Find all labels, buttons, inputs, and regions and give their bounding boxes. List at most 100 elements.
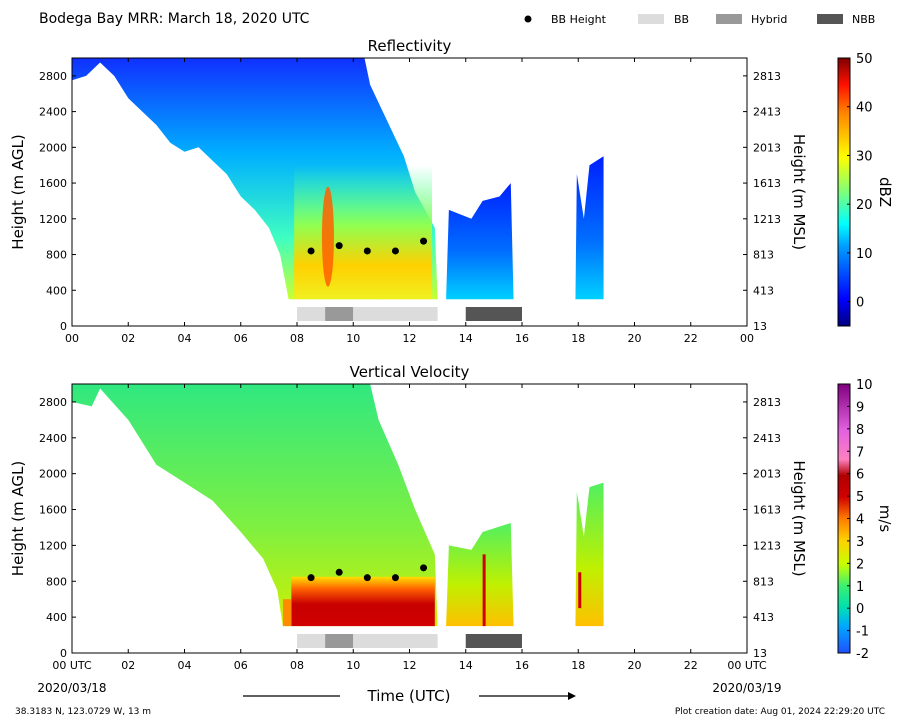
bb-height-point-refl — [420, 237, 428, 245]
x-tick-label-refl: 04 — [178, 332, 192, 345]
x-tick-label-refl: 00 — [740, 332, 754, 345]
bb-type-segment-bb-refl — [297, 307, 326, 321]
colorbar-tick-label-vv: 9 — [856, 400, 864, 415]
bb-type-segment-hybrid-vv — [325, 634, 354, 648]
y2-tick-label-vv: 13 — [753, 647, 767, 660]
colorbar-tick-label-vv: -2 — [856, 647, 869, 662]
bb-type-segment-bb-vv — [297, 634, 326, 648]
echo-core-vv — [291, 576, 435, 627]
legend-label-nbb: NBB — [852, 13, 875, 26]
y-tick-label-vv: 400 — [46, 611, 67, 624]
colorbar-tick-label-vv: -1 — [856, 625, 869, 640]
x-tick-label-vv: 20 — [628, 659, 642, 672]
y-tick-label-refl: 400 — [46, 284, 67, 297]
x-tick-label-refl: 10 — [346, 332, 360, 345]
colorbar-label-vv: m/s — [876, 505, 894, 533]
echo-cell-a-vv — [446, 522, 514, 627]
bb-height-point-vv — [420, 564, 428, 572]
creation-date-text: Plot creation date: Aug 01, 2024 22:29:2… — [675, 707, 885, 717]
legend-swatch-bb — [638, 14, 664, 24]
colorbar-tick-label-vv: 3 — [856, 535, 864, 550]
colorbar-tick-label-vv: 5 — [856, 490, 864, 505]
y-tick-label-refl: 1600 — [39, 177, 67, 190]
y-tick-label-vv: 2000 — [39, 468, 67, 481]
y2-tick-label-vv: 2013 — [753, 468, 781, 481]
bb-type-segment-bb-refl — [353, 307, 438, 321]
legend-swatch-hybrid — [716, 14, 742, 24]
y-tick-label-refl: 2800 — [39, 70, 67, 83]
x-tick-label-vv: 16 — [515, 659, 529, 672]
colorbar-tick-label-refl: 0 — [856, 296, 864, 311]
y2-tick-label-vv: 2413 — [753, 432, 781, 445]
top-legend: BB Height BB Hybrid NBB — [524, 13, 875, 26]
legend-label-hybrid: Hybrid — [751, 13, 787, 26]
colorbar-tick-label-refl: 20 — [856, 198, 873, 213]
colorbar-tick-label-vv: 0 — [856, 602, 864, 617]
y2-axis-label-refl: Height (m MSL) — [790, 134, 808, 250]
y2-tick-label-vv: 413 — [753, 611, 774, 624]
x-tick-label-vv: 18 — [571, 659, 585, 672]
panel-title-vv: Vertical Velocity — [350, 363, 470, 381]
echo-cell-b-streak-vv — [578, 572, 582, 609]
colorbar-tick-label-refl: 50 — [856, 52, 873, 67]
echo-field-vv — [72, 384, 604, 627]
echo-cell-a-streak-vv — [482, 554, 486, 627]
bb-height-point-refl — [307, 247, 315, 255]
legend-label-bb: BB — [674, 13, 689, 26]
bb-height-point-vv — [391, 574, 399, 582]
echo-core-left-vv — [282, 599, 292, 627]
time-arrow-head — [568, 692, 576, 700]
x-tick-label-vv: 04 — [178, 659, 192, 672]
x-tick-label-refl: 06 — [234, 332, 248, 345]
echo-main-vv — [72, 384, 438, 627]
echo-core-refl — [294, 165, 432, 300]
y-tick-label-refl: 0 — [60, 320, 67, 333]
y-tick-label-vv: 800 — [46, 575, 67, 588]
end-date-label: 2020/03/19 — [712, 681, 781, 695]
y-tick-label-vv: 2400 — [39, 432, 67, 445]
y-tick-label-refl: 2400 — [39, 106, 67, 119]
bb-height-point-refl — [391, 247, 399, 255]
colorbar-tick-label-vv: 7 — [856, 445, 864, 460]
bb-type-segment-hybrid-refl — [325, 307, 354, 321]
bb-type-segment-nbb-vv — [465, 634, 522, 648]
y2-tick-label-vv: 1613 — [753, 504, 781, 517]
bb-height-point-vv — [363, 574, 371, 582]
echo-field-refl — [72, 58, 604, 300]
y-axis-label-vv: Height (m AGL) — [9, 461, 27, 576]
x-tick-label-refl: 02 — [121, 332, 135, 345]
colorbar-label-refl: dBZ — [876, 177, 894, 207]
y-tick-label-vv: 0 — [60, 647, 67, 660]
colorbar-tick-label-refl: 30 — [856, 149, 873, 164]
colorbar-tick-label-vv: 2 — [856, 557, 864, 572]
y2-tick-label-refl: 13 — [753, 320, 767, 333]
colorbar-tick-label-vv: 6 — [856, 468, 864, 483]
y2-tick-label-refl: 1213 — [753, 213, 781, 226]
x-tick-label-vv: 00 UTC — [727, 659, 767, 672]
location-text: 38.3183 N, 123.0729 W, 13 m — [15, 707, 151, 717]
legend-label-bb-height: BB Height — [551, 13, 607, 26]
y-tick-label-refl: 800 — [46, 249, 67, 262]
y2-tick-label-vv: 1213 — [753, 539, 781, 552]
bb-type-segment-nbb-refl — [465, 307, 522, 321]
x-tick-label-vv: 08 — [290, 659, 304, 672]
y2-tick-label-refl: 813 — [753, 249, 774, 262]
y2-axis-label-vv: Height (m MSL) — [790, 460, 808, 576]
y2-tick-label-refl: 413 — [753, 284, 774, 297]
colorbar-tick-label-vv: 8 — [856, 423, 864, 438]
y2-tick-label-refl: 2813 — [753, 70, 781, 83]
y2-tick-label-refl: 2013 — [753, 141, 781, 154]
y2-tick-label-refl: 1613 — [753, 177, 781, 190]
start-date-label: 2020/03/18 — [37, 681, 106, 695]
x-tick-label-vv: 12 — [403, 659, 417, 672]
x-tick-label-vv: 22 — [684, 659, 698, 672]
x-tick-label-refl: 16 — [515, 332, 529, 345]
legend-bb-height-dot — [524, 15, 532, 23]
x-tick-label-refl: 08 — [290, 332, 304, 345]
echo-peak-refl — [321, 186, 334, 287]
x-tick-label-refl: 18 — [571, 332, 585, 345]
y-tick-label-vv: 2800 — [39, 396, 67, 409]
